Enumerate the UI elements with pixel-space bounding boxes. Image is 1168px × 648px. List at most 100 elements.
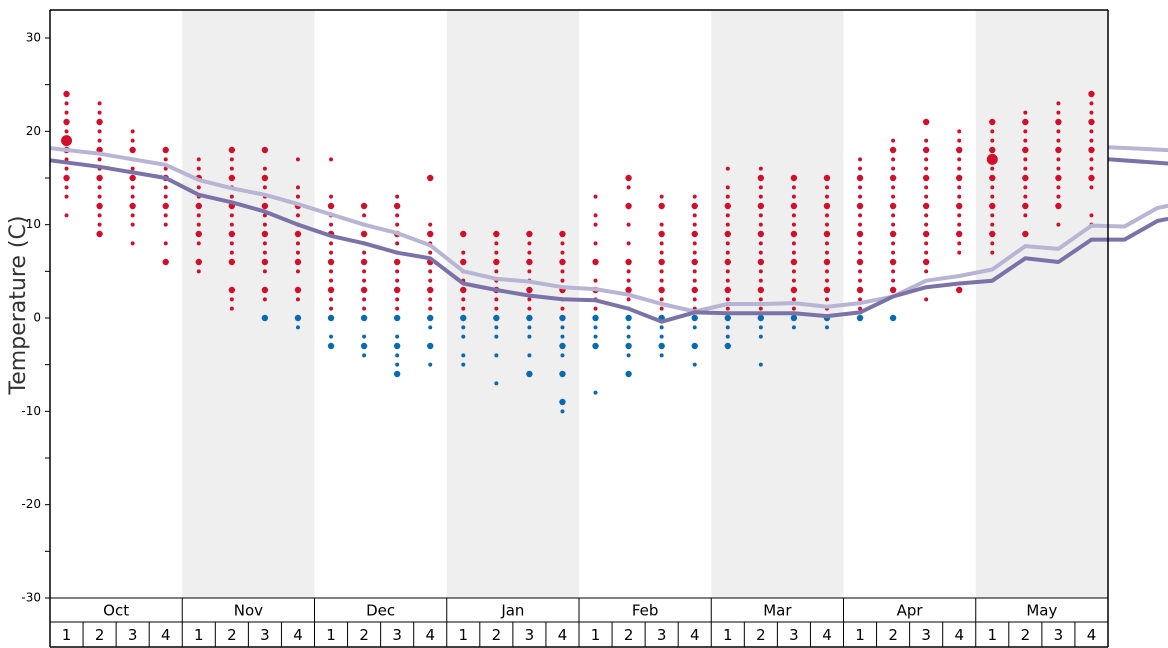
warm-observation-dot <box>163 185 168 190</box>
cold-observation-dot <box>395 353 400 358</box>
warm-observation-dot <box>790 258 798 266</box>
warm-observation-dot <box>130 129 135 134</box>
cold-observation-dot <box>724 314 731 322</box>
warm-observation-dot <box>725 185 730 190</box>
warm-observation-dot <box>824 185 829 190</box>
warm-observation-dot <box>924 194 929 199</box>
warm-observation-dot <box>329 241 334 246</box>
warm-observation-dot <box>858 185 863 190</box>
warm-observation-dot <box>560 306 565 311</box>
warm-observation-dot <box>1023 194 1028 199</box>
warm-observation-dot <box>889 230 897 238</box>
warm-observation-dot <box>130 241 135 246</box>
warm-observation-dot <box>891 185 896 190</box>
cold-observation-dot <box>592 342 599 350</box>
warm-observation-dot <box>295 269 300 274</box>
warm-observation-dot <box>162 202 169 210</box>
warm-observation-dot <box>791 269 796 274</box>
warm-observation-dot <box>130 166 135 171</box>
warm-observation-dot <box>229 222 234 227</box>
y-tick-label: -10 <box>21 404 41 418</box>
week-label: 1 <box>591 626 601 644</box>
warm-observation-dot <box>527 250 532 255</box>
warm-observation-dot <box>957 250 962 255</box>
warm-observation-dot <box>261 202 269 210</box>
warm-observation-dot <box>295 194 300 199</box>
warm-observation-dot <box>163 166 168 171</box>
warm-observation-dot <box>261 286 269 294</box>
warm-observation-dot <box>990 213 995 218</box>
cold-observation-dot <box>526 314 533 322</box>
warm-observation-dot <box>163 157 168 162</box>
warm-observation-dot <box>956 146 963 154</box>
cold-observation-dot <box>824 325 829 330</box>
cold-observation-dot <box>428 362 433 367</box>
warm-observation-dot <box>856 202 864 210</box>
month-band-jan <box>446 10 579 598</box>
warm-observation-dot <box>395 213 400 218</box>
warm-observation-dot <box>658 202 665 210</box>
warm-observation-dot <box>990 129 995 134</box>
warm-observation-dot <box>659 306 664 311</box>
cold-observation-dot <box>856 314 864 322</box>
warm-observation-dot <box>858 166 863 171</box>
warm-observation-dot <box>725 297 730 302</box>
warm-observation-dot <box>823 286 831 294</box>
cold-observation-dot <box>494 381 499 386</box>
cold-observation-dot <box>559 370 566 378</box>
warm-observation-dot <box>858 241 863 246</box>
warm-observation-dot <box>889 286 897 294</box>
warm-observation-dot <box>1089 138 1094 143</box>
warm-observation-dot <box>196 269 201 274</box>
warm-observation-dot <box>858 194 863 199</box>
warm-observation-dot <box>791 194 796 199</box>
week-label: 3 <box>789 626 799 644</box>
warm-observation-dot <box>428 222 433 227</box>
week-label: 4 <box>1087 626 1097 644</box>
warm-observation-dot <box>560 250 565 255</box>
warm-observation-dot <box>393 286 401 294</box>
warm-observation-dot <box>362 297 367 302</box>
cold-observation-dot <box>428 325 433 330</box>
warm-observation-dot <box>758 250 763 255</box>
cold-observation-dot <box>691 342 698 350</box>
warm-observation-dot <box>64 213 69 218</box>
trend-line-1 <box>49 145 1168 314</box>
cold-observation-dot <box>395 334 400 339</box>
warm-observation-dot <box>527 269 532 274</box>
warm-observation-dot <box>130 194 135 199</box>
week-label: 4 <box>954 626 964 644</box>
week-label: 1 <box>194 626 204 644</box>
warm-observation-dot <box>1056 101 1061 106</box>
warm-observation-dot <box>228 230 236 238</box>
warm-observation-dot <box>196 222 201 227</box>
warm-observation-dot <box>294 258 302 266</box>
warm-observation-dot <box>428 306 433 311</box>
warm-observation-dot <box>593 278 598 283</box>
warm-observation-dot <box>659 194 664 199</box>
warm-observation-dot <box>625 202 632 210</box>
warm-observation-dot <box>924 297 929 302</box>
warm-observation-dot <box>989 174 996 182</box>
cold-observation-dot <box>758 362 763 367</box>
cold-observation-dot <box>461 362 466 367</box>
warm-observation-dot <box>362 306 367 311</box>
warm-observation-dot <box>295 157 300 162</box>
week-label: 3 <box>657 626 667 644</box>
cold-observation-dot <box>527 353 532 358</box>
x-axis: Oct 1 2 3 4 Nov 1 2 3 4 Dec 1 2 3 4 Jan 1 2 3 4 Feb 1 2 3 4 Mar 1 2… <box>50 597 1108 648</box>
warm-observation-dot <box>1056 194 1061 199</box>
warm-observation-dot <box>593 222 598 227</box>
warm-observation-dot <box>1088 118 1095 126</box>
warm-observation-dot <box>758 185 763 190</box>
warm-observation-dot <box>922 230 930 238</box>
warm-observation-dot <box>360 286 368 294</box>
warm-observation-dot <box>196 157 201 162</box>
warm-observation-dot <box>1089 129 1094 134</box>
warm-observation-dot <box>758 269 763 274</box>
month-label-apr: Apr <box>897 602 924 620</box>
warm-observation-dot <box>889 258 897 266</box>
warm-observation-dot <box>527 297 532 302</box>
warm-observation-dot <box>823 202 831 210</box>
warm-observation-dot <box>858 250 863 255</box>
